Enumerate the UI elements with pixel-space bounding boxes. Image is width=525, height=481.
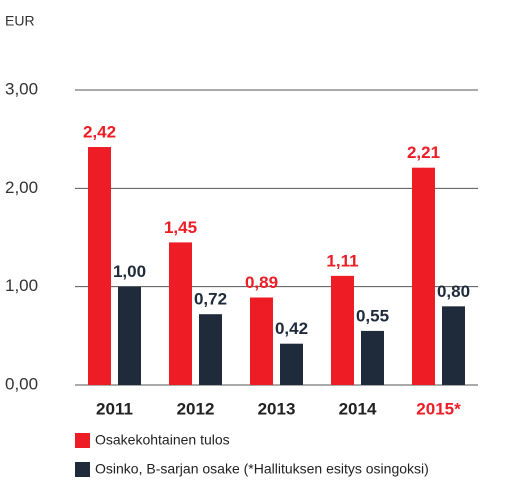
bar — [331, 275, 354, 385]
x-tick-label: 2011 — [96, 399, 133, 418]
value-label: 0,89 — [245, 273, 278, 292]
y-tick-label: 0,00 — [5, 374, 38, 393]
bar — [361, 330, 384, 385]
bar — [88, 147, 111, 385]
bar — [199, 314, 222, 385]
y-axis-label: EUR — [5, 13, 35, 29]
x-tick-label: 2015* — [416, 399, 461, 418]
bar — [280, 343, 303, 385]
x-tick-label: 2012 — [177, 399, 215, 418]
value-label: 2,21 — [407, 143, 440, 162]
bar — [169, 242, 192, 385]
value-label: 1,00 — [113, 262, 146, 281]
value-label: 0,72 — [194, 290, 227, 309]
x-tick-label: 2013 — [258, 399, 296, 418]
bar — [118, 286, 141, 385]
bar — [442, 306, 465, 385]
y-tick-label: 3,00 — [5, 79, 38, 98]
value-label: 1,45 — [164, 218, 197, 237]
value-label: 2,42 — [83, 123, 116, 142]
value-label: 0,55 — [356, 306, 389, 325]
y-tick-label: 1,00 — [5, 276, 38, 295]
x-tick-label: 2014 — [339, 399, 377, 418]
y-tick-label: 2,00 — [5, 178, 38, 197]
legend-label: Osinko, B-sarjan osake (*Hallituksen esi… — [95, 461, 429, 477]
value-label: 1,11 — [326, 251, 358, 270]
value-label: 0,80 — [437, 282, 470, 301]
legend-label: Osakekohtainen tulos — [95, 432, 230, 448]
value-label: 0,42 — [275, 319, 308, 338]
bar — [412, 167, 435, 385]
legend-swatch — [75, 433, 90, 448]
bar — [250, 297, 273, 385]
legend-swatch — [75, 462, 90, 477]
